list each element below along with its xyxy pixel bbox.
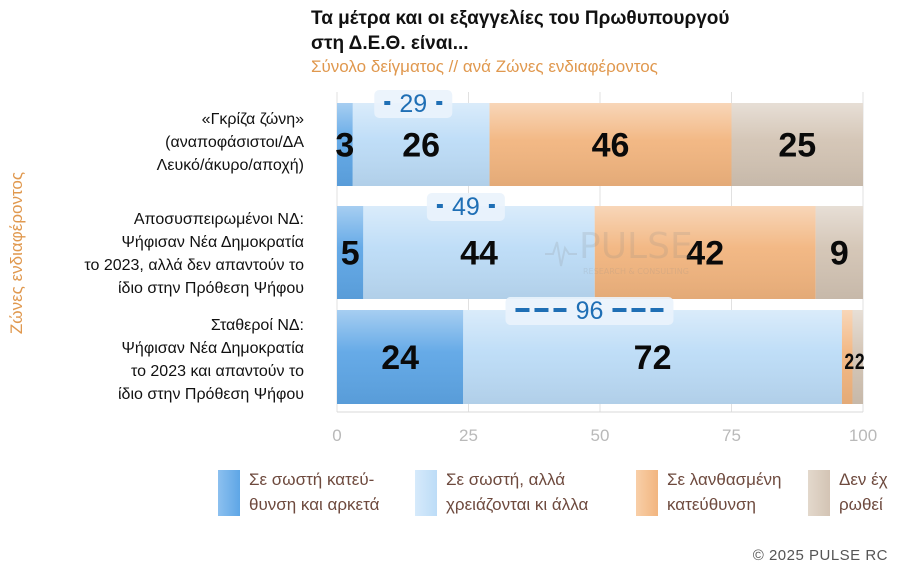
net-positive-box: [426, 193, 505, 221]
net-positive-box: [374, 90, 453, 118]
category-label-line: Σταθεροί ΝΔ:: [210, 317, 304, 334]
category-label-line: (αναποφάσιστοι/ΔΑ: [165, 134, 304, 151]
legend-item-undecided: Δεν έχ ρωθεί: [839, 467, 897, 517]
chart-subtitle: Σύνολο δείγματος // ανά Ζώνες ενδιαφέρον…: [311, 57, 658, 76]
chart-title-line-1: Τα μέτρα και οι εξαγγελίες του Πρωθυπουρ…: [311, 8, 730, 29]
net-positive-label: 49: [452, 193, 480, 221]
legend-swatch-wrong-direction: [636, 470, 658, 516]
bar-segment-gloss: [489, 103, 732, 186]
bar-segment-gloss: [363, 206, 595, 299]
x-tick-label: 100: [849, 426, 877, 445]
legend-label-line: Σε σωστή, αλλά: [446, 470, 566, 489]
data-label: 9: [830, 235, 849, 273]
legend-item-correct-enough: Σε σωστή κατεύ- θυνση και αρκετά: [249, 467, 379, 517]
data-label: 24: [381, 339, 419, 377]
bar-segment-gloss: [337, 206, 364, 299]
bar-segment-gloss: [815, 206, 863, 299]
legend-label-line: χρειάζονται κι άλλα: [446, 495, 589, 514]
data-label: 72: [634, 339, 672, 377]
category-label-gray-zone: «Γκρίζα ζώνη» (αναποφάσιστοι/ΔΑ Λευκό/άκ…: [157, 108, 304, 177]
category-label-line: το 2023 και απαντούν το: [130, 363, 304, 380]
legend-swatch-undecided: [808, 470, 830, 516]
data-label: 46: [592, 127, 630, 165]
legend-swatch-correct-enough: [218, 470, 240, 516]
category-label-line: ίδιο στην Πρόθεση Ψήφου: [118, 386, 304, 403]
category-label-line: Ψήφισαν Νέα Δημοκρατία: [121, 234, 304, 251]
net-positive-label: 96: [576, 297, 604, 325]
net-positive-box: [505, 297, 674, 325]
x-tick-label: 0: [332, 426, 341, 445]
category-label-line: το 2023, αλλά δεν απαντούν το: [84, 257, 304, 274]
bar-segment-gloss: [841, 310, 853, 404]
data-label: 25: [778, 127, 816, 165]
bar-segment-gloss: [594, 206, 816, 299]
net-positive-label: 29: [399, 90, 427, 118]
legend-item-wrong-direction: Σε λανθασμένη κατεύθυνση: [667, 467, 781, 517]
category-label-line: «Γκρίζα ζώνη»: [201, 111, 304, 128]
legend-label-line: ρωθεί: [839, 495, 883, 514]
x-tick-label: 25: [459, 426, 478, 445]
legend-item-correct-need-more: Σε σωστή, αλλά χρειάζονται κι άλλα: [446, 467, 588, 517]
bar-segment-gloss: [852, 310, 863, 404]
category-label-stable-nd: Σταθεροί ΝΔ: Ψήφισαν Νέα Δημοκρατία το 2…: [118, 314, 304, 406]
bar-segment-gloss: [337, 103, 353, 186]
data-label: 44: [460, 235, 498, 273]
chart-title: Τα μέτρα και οι εξαγγελίες του Πρωθυπουρ…: [311, 6, 729, 56]
bar-segment-gloss: [337, 310, 464, 404]
data-label: 2: [855, 350, 865, 374]
data-label: 42: [686, 235, 724, 273]
x-tick-label: 75: [722, 426, 741, 445]
category-label-line: Ψήφισαν Νέα Δημοκρατία: [121, 340, 304, 357]
category-label-line: Αποσυσπειρωμένοι ΝΔ:: [133, 211, 304, 228]
category-label-line: Λευκό/άκυρο/αποχή): [156, 157, 304, 174]
category-label-disengaged-nd: Αποσυσπειρωμένοι ΝΔ: Ψήφισαν Νέα Δημοκρα…: [84, 208, 304, 300]
bar-segment-gloss: [463, 310, 842, 404]
x-tick-label: 50: [591, 426, 610, 445]
bar-segment-gloss: [731, 103, 863, 186]
legend-label-line: Σε λανθασμένη: [667, 470, 782, 489]
data-label: 2: [844, 350, 854, 374]
data-label: 3: [335, 127, 354, 165]
legend-swatch-correct-need-more: [415, 470, 437, 516]
copyright-notice: © 2025 PULSE RC: [752, 547, 888, 564]
legend-label-line: κατεύθυνση: [667, 495, 756, 514]
data-label: 5: [341, 235, 360, 273]
category-label-line: ίδιο στην Πρόθεση Ψήφου: [118, 280, 304, 297]
legend-label-line: θυνση και αρκετά: [249, 495, 380, 514]
chart-title-line-2: στη Δ.Ε.Θ. είναι...: [311, 33, 469, 54]
data-label: 26: [402, 127, 440, 165]
legend-label-line: Δεν έχ: [839, 470, 888, 489]
legend-label-line: Σε σωστή κατεύ-: [249, 470, 375, 489]
